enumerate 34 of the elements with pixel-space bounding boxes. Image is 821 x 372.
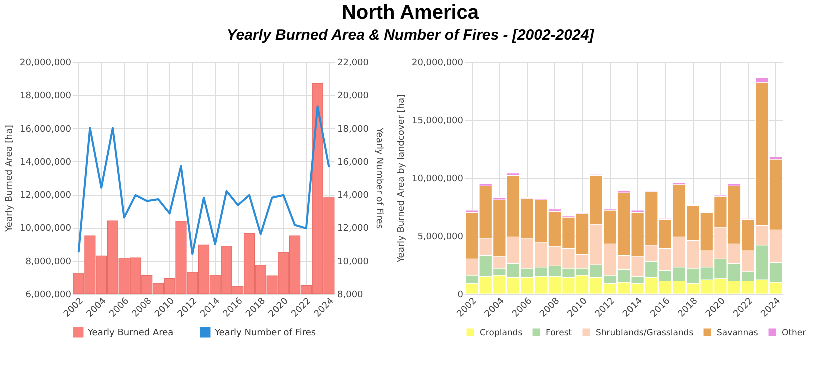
y2-tick-label: 12,000 (338, 224, 370, 234)
line-series (78, 106, 330, 256)
y-tick-label: 5,000,000 (418, 232, 464, 242)
y-tick-label: 6,000,000 (26, 290, 72, 300)
y-axis-title: Yearly Burned Area [ha] (4, 125, 15, 233)
y2-tick-label: 18,000 (338, 124, 370, 135)
y2-tick-label: 16,000 (338, 158, 370, 168)
y2-tick-label: 8,000 (338, 290, 364, 300)
y-tick-label: 16,000,000 (20, 124, 72, 135)
legend-label: Other (782, 328, 807, 339)
y-tick-label: 0 (458, 290, 464, 300)
y2-axis-title: Yearly Number of Fires (374, 126, 384, 230)
y-tick-label: 10,000,000 (20, 224, 72, 234)
y2-tick-label: 20,000 (338, 92, 370, 102)
y-tick-label: 14,000,000 (20, 158, 72, 168)
y2-tick-label: 22,000 (338, 58, 370, 68)
legend-label: Forest (546, 328, 573, 339)
text: Yearly Burned Area & Number of Fires - [2002-2024] (226, 27, 596, 44)
y-axis-title: Yearly Burned Area by landcover [ha] (396, 94, 407, 264)
y-tick-label: 18,000,000 (20, 92, 72, 102)
y-tick-label: 12,000,000 (20, 191, 72, 202)
y-tick-label: 10,000,000 (412, 174, 464, 184)
legend-label: Shrublands/Grasslands (596, 328, 694, 339)
y-tick-label: 8,000,000 (26, 257, 72, 268)
y2-tick-label: 14,000 (338, 191, 370, 202)
y2-tick-label: 10,000 (338, 257, 370, 268)
legend-label: Savannas (717, 328, 759, 339)
text: North America (340, 2, 480, 25)
y-tick-label: 20,000,000 (412, 58, 464, 68)
y-tick-label: 20,000,000 (20, 58, 72, 68)
y-tick-label: 15,000,000 (412, 116, 464, 126)
legend-label: Yearly Number of Fires (214, 328, 316, 339)
legend-label: Croplands (480, 328, 524, 339)
legend-label: Yearly Burned Area (87, 328, 174, 339)
